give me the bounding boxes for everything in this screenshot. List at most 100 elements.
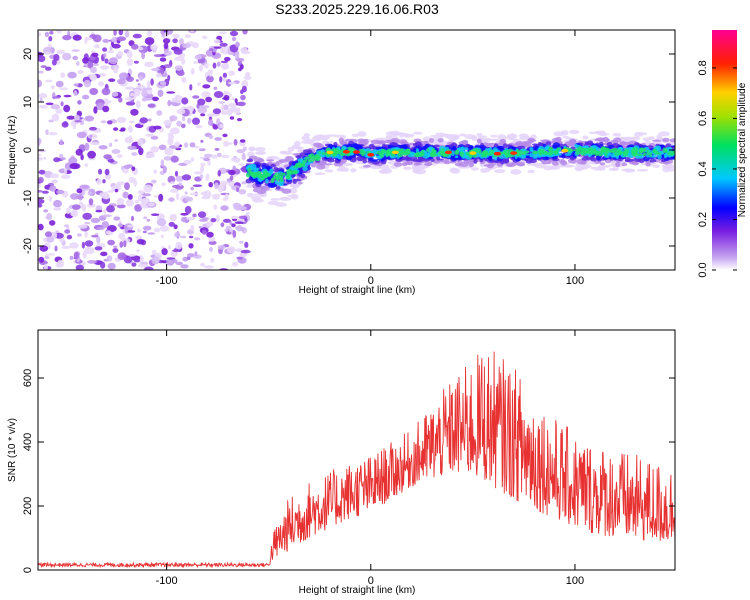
signal-blob	[534, 163, 546, 169]
noise-blob	[236, 256, 244, 260]
noise-blob	[62, 52, 72, 61]
noise-blob	[159, 57, 167, 62]
noise-blob	[133, 258, 141, 263]
snr-ylabel: SNR (10 * v/v)	[7, 418, 18, 482]
noise-blob	[208, 135, 214, 140]
noise-blob	[96, 178, 102, 185]
noise-blob	[231, 223, 236, 228]
signal-blob	[528, 139, 537, 142]
noise-blob	[190, 67, 195, 75]
signal-blob	[555, 148, 559, 155]
noise-blob	[137, 228, 141, 233]
signal-blob	[278, 172, 284, 178]
signal-blob	[665, 143, 672, 148]
signal-blob	[581, 157, 589, 161]
signal-blob	[294, 140, 301, 147]
noise-blob	[72, 123, 77, 130]
noise-blob	[45, 79, 53, 83]
noise-blob	[64, 229, 71, 234]
noise-blob	[113, 30, 117, 36]
noise-blob	[64, 224, 69, 228]
signal-blob	[403, 152, 409, 155]
signal-blob	[345, 155, 353, 161]
noise-blob	[53, 207, 62, 211]
signal-blob	[254, 161, 259, 165]
noise-blob	[187, 253, 195, 258]
signal-blob	[342, 146, 349, 149]
noise-blob	[219, 42, 228, 47]
noise-blob	[102, 38, 110, 43]
signal-blob	[553, 131, 566, 137]
colorbar-gradient	[712, 30, 737, 270]
noise-blob	[116, 181, 126, 185]
snr-frame	[37, 329, 676, 571]
signal-blob	[295, 162, 302, 167]
signal-blob	[612, 132, 622, 137]
signal-blob	[362, 158, 368, 164]
signal-blob	[300, 173, 306, 179]
signal-blob	[357, 131, 367, 137]
spectrogram-ylabel: Frequency (Hz)	[7, 116, 18, 185]
signal-blob	[248, 147, 256, 151]
noise-blob	[52, 96, 61, 99]
noise-blob	[38, 169, 46, 175]
noise-blob	[162, 165, 167, 174]
noise-blob	[125, 101, 136, 106]
noise-blob	[240, 47, 248, 54]
signal-blob	[625, 149, 630, 154]
signal-blob	[603, 147, 608, 152]
noise-blob	[87, 133, 98, 139]
noise-blob	[45, 66, 52, 71]
signal-blob	[385, 131, 398, 136]
noise-blob	[138, 147, 144, 156]
noise-blob	[233, 139, 238, 146]
noise-blob	[235, 41, 240, 48]
noise-blob	[60, 72, 66, 79]
noise-blob	[131, 166, 136, 171]
signal-blob	[645, 161, 651, 167]
noise-blob	[38, 183, 41, 188]
noise-blob	[38, 203, 43, 208]
noise-blob	[208, 240, 217, 245]
noise-blob	[51, 179, 58, 184]
noise-blob	[153, 227, 161, 233]
signal-blob	[428, 138, 435, 143]
signal-blob	[245, 172, 251, 178]
noise-blob	[79, 184, 90, 189]
noise-blob	[227, 103, 238, 108]
noise-blob	[69, 255, 74, 260]
noise-blob	[142, 87, 153, 91]
noise-blob	[103, 193, 110, 200]
noise-blob	[39, 97, 43, 103]
signal-blob	[516, 153, 521, 157]
signal-blob	[260, 185, 270, 191]
signal-blob	[318, 151, 322, 155]
noise-blob	[163, 119, 173, 126]
signal-blob	[281, 188, 292, 194]
noise-blob	[126, 86, 132, 90]
noise-blob	[166, 91, 176, 94]
signal-blob	[616, 149, 620, 152]
signal-blob	[522, 150, 527, 155]
noise-blob	[219, 180, 228, 186]
noise-blob	[175, 241, 183, 250]
signal-blob	[574, 143, 578, 148]
noise-region	[38, 30, 252, 270]
noise-blob	[241, 80, 249, 88]
colorbar: 0.0 0.2 0.4 0.6 0.8 Normalized spectral ampl…	[697, 30, 748, 278]
signal-blob	[652, 148, 656, 153]
signal-blob	[423, 163, 433, 166]
signal-blob	[594, 130, 605, 135]
signal-blob	[293, 165, 299, 169]
signal-blob	[661, 163, 674, 169]
noise-blob	[187, 117, 192, 124]
signal-blob	[412, 131, 423, 135]
noise-blob	[190, 224, 195, 232]
noise-blob	[156, 110, 163, 116]
noise-blob	[60, 157, 66, 161]
signal-blob	[505, 162, 516, 168]
signal-blob	[270, 198, 281, 201]
signal-blob	[649, 158, 657, 163]
noise-blob	[38, 153, 42, 157]
snr-panel: -100 0 100 0 200 400 600 Height of straight l…	[7, 329, 676, 596]
